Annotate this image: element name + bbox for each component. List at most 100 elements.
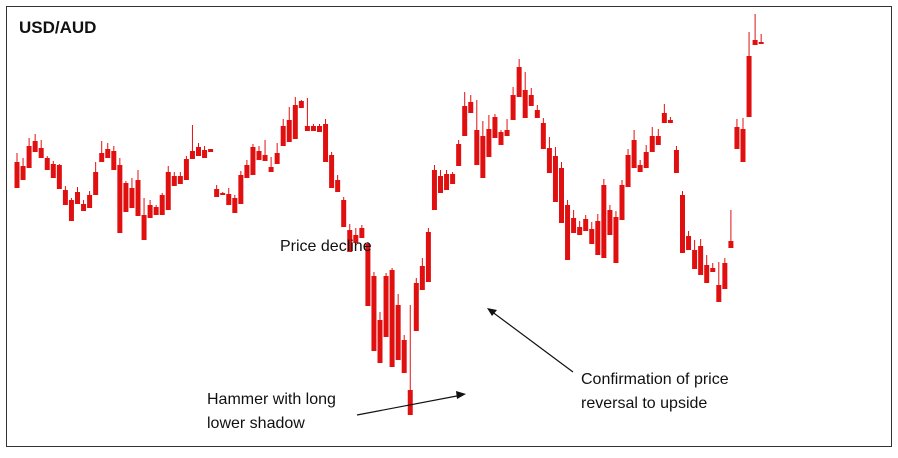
candle-body-down bbox=[44, 158, 50, 170]
candle-body-down bbox=[202, 150, 208, 158]
candle-body-down bbox=[456, 144, 462, 166]
candle-body-down bbox=[601, 185, 607, 258]
candle-body-down bbox=[595, 221, 601, 255]
candle-body-down bbox=[419, 266, 425, 290]
candle-body-down bbox=[165, 172, 171, 210]
candle-body-down bbox=[105, 149, 111, 158]
annotation-hammer-arrow bbox=[356, 394, 463, 416]
candle-body-down bbox=[450, 174, 456, 184]
candle-body-down bbox=[323, 124, 329, 162]
candle-body-down bbox=[56, 165, 62, 189]
chart-title: USD/AUD bbox=[19, 18, 96, 37]
candle-body-down bbox=[256, 151, 262, 160]
candle-body-down bbox=[462, 106, 468, 136]
candle-body-down bbox=[589, 229, 595, 244]
candle-body-down bbox=[728, 241, 734, 248]
candle-body-down bbox=[655, 136, 661, 145]
candle-body-down bbox=[661, 113, 667, 123]
candle-body-down bbox=[371, 276, 377, 351]
candle-body-down bbox=[498, 132, 504, 145]
annotation-confirmation-arrow bbox=[490, 310, 574, 373]
candle-body-down bbox=[425, 232, 431, 282]
annotation-confirmation-line2: reversal to upside bbox=[581, 395, 707, 412]
annotation-hammer-line2: lower shadow bbox=[207, 415, 305, 432]
candle-body-down bbox=[20, 166, 26, 180]
candle-body-down bbox=[347, 230, 353, 252]
candle-body-down bbox=[413, 283, 419, 331]
candle-body-down bbox=[377, 320, 383, 363]
candle-body-down bbox=[565, 205, 571, 260]
candle-body-down bbox=[220, 193, 226, 195]
candle-body-down bbox=[534, 110, 540, 118]
candle-body-down bbox=[292, 105, 298, 139]
candle-body-down bbox=[577, 227, 583, 235]
candle-body-down bbox=[99, 153, 105, 162]
candle-body-down bbox=[317, 126, 322, 132]
candle-body-down bbox=[68, 200, 74, 221]
candle-body-down bbox=[643, 152, 649, 168]
candle-body-down bbox=[692, 250, 698, 269]
candle-body-down bbox=[607, 210, 613, 235]
candle-body-down bbox=[613, 217, 619, 263]
candle-body-down bbox=[141, 215, 147, 240]
candle-body-down bbox=[480, 136, 486, 178]
candle-body-down bbox=[758, 42, 764, 44]
candle-body-down bbox=[153, 207, 159, 215]
candle-body-down bbox=[159, 195, 165, 215]
candle-body-down bbox=[123, 183, 129, 212]
candle-body-down bbox=[286, 120, 292, 142]
candle-body-down bbox=[559, 168, 564, 223]
annotation-confirmation-arrowhead bbox=[487, 308, 497, 316]
candle-body-down bbox=[304, 126, 310, 131]
candle-body-down bbox=[383, 276, 389, 337]
candle-body-down bbox=[268, 167, 274, 172]
candle-body-down bbox=[510, 95, 516, 120]
candle-body-down bbox=[353, 235, 359, 243]
candle-body-down bbox=[619, 185, 625, 220]
candle-body-down bbox=[365, 244, 371, 306]
candle-body-down bbox=[734, 127, 740, 149]
candle-body-down bbox=[704, 265, 710, 283]
candle-body-down bbox=[50, 164, 56, 178]
candle-body-down bbox=[62, 190, 68, 205]
candle-body-down bbox=[673, 150, 679, 173]
candle-body-down bbox=[14, 162, 20, 188]
candle-body-down bbox=[226, 194, 232, 205]
candle-body-down bbox=[93, 172, 99, 195]
candle-body-down bbox=[335, 180, 341, 192]
candle-body-down bbox=[189, 151, 195, 159]
candle-body-down bbox=[407, 390, 413, 415]
candle-body-down bbox=[183, 159, 189, 180]
candle-body-down bbox=[298, 101, 304, 108]
candle-body-down bbox=[552, 156, 558, 202]
candle-body-down bbox=[722, 263, 728, 289]
candle-body-down bbox=[262, 155, 268, 161]
candle-body-down bbox=[214, 189, 220, 197]
annotation-hammer-line1: Hammer with long bbox=[207, 391, 336, 408]
candle-body-down bbox=[177, 176, 183, 184]
candle-body-down bbox=[571, 218, 577, 233]
candle-body-down bbox=[238, 175, 244, 204]
candle-body-down bbox=[680, 195, 685, 253]
candle-body-down bbox=[583, 219, 589, 231]
candle-body-down bbox=[486, 129, 492, 157]
candle-body-down bbox=[32, 141, 38, 152]
chart-border bbox=[6, 6, 892, 447]
annotation-hammer-arrowhead bbox=[456, 391, 466, 399]
candle-body-down bbox=[244, 165, 250, 178]
candle-body-down bbox=[637, 165, 643, 172]
candle-body-down bbox=[401, 340, 407, 373]
candle-body-down bbox=[746, 56, 752, 117]
candle-body-down bbox=[698, 246, 704, 275]
candle-body-down bbox=[686, 236, 692, 250]
candle-body-down bbox=[329, 155, 335, 188]
candle-body-down bbox=[752, 40, 758, 45]
candle-body-down bbox=[528, 95, 534, 106]
candle-body-down bbox=[232, 198, 238, 213]
candle-body-down bbox=[75, 192, 80, 204]
candle-body-down bbox=[474, 130, 480, 165]
candle-body-down bbox=[26, 146, 32, 168]
candle-body-down bbox=[395, 305, 401, 360]
